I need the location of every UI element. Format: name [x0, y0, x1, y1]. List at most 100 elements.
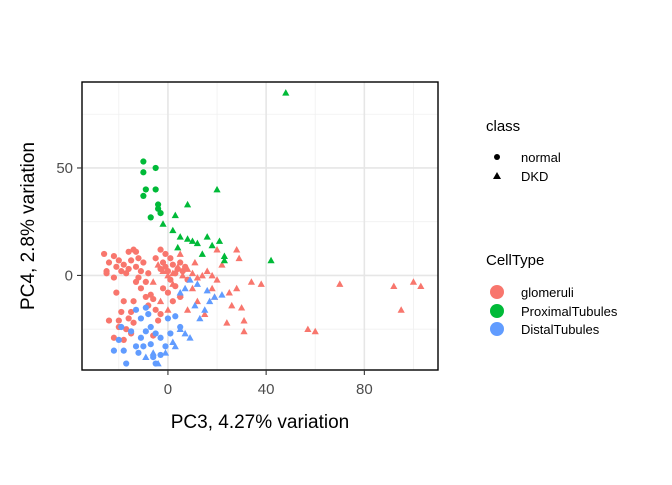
legend-normal-label: normal: [521, 150, 561, 165]
point-glomeruli-normal: [155, 317, 162, 324]
point-proximaltubules-dkd: [193, 239, 201, 247]
point-glomeruli-normal: [137, 268, 145, 275]
point-glomeruli-normal: [123, 326, 130, 333]
y-axis-title: PC4, 2.8% variation: [18, 142, 39, 310]
point-glomeruli-dkd: [154, 261, 162, 268]
point-distaltubules-normal: [147, 341, 154, 348]
point-glomeruli-normal: [142, 293, 149, 301]
point-glomeruli-normal: [137, 285, 145, 292]
point-glomeruli-normal: [140, 259, 147, 266]
minor-gridlines: [82, 82, 438, 370]
point-glomeruli-dkd: [257, 280, 265, 287]
point-glomeruli-dkd: [188, 284, 197, 292]
point-distaltubules-dkd: [142, 353, 150, 360]
point-glomeruli-normal: [159, 285, 167, 292]
point-distaltubules-dkd: [186, 334, 194, 341]
point-distaltubules-normal: [167, 330, 174, 337]
point-proximaltubules-dkd: [159, 220, 167, 227]
point-glomeruli-normal: [132, 278, 140, 285]
point-glomeruli-normal: [130, 319, 137, 326]
point-glomeruli-dkd: [213, 276, 221, 283]
point-glomeruli-dkd: [191, 258, 199, 266]
point-distaltubules-normal: [110, 347, 118, 354]
point-glomeruli-dkd: [193, 297, 201, 305]
legend-class: class normal DKD: [486, 118, 561, 184]
point-proximaltubules-dkd: [267, 256, 275, 264]
major-gridlines: [82, 82, 438, 370]
point-distaltubules-normal: [147, 323, 154, 331]
point-glomeruli-normal: [157, 246, 164, 253]
point-glomeruli-normal: [110, 334, 118, 341]
point-glomeruli-normal: [118, 308, 125, 316]
point-glomeruli-normal: [120, 336, 127, 344]
point-glomeruli-dkd: [240, 316, 248, 324]
point-glomeruli-normal: [169, 298, 176, 305]
point-glomeruli-dkd: [240, 327, 248, 335]
point-glomeruli-dkd: [218, 261, 226, 268]
x-tick-label: 80: [356, 381, 373, 398]
point-distaltubules-normal: [115, 336, 122, 344]
point-glomeruli-dkd: [201, 310, 209, 317]
point-distaltubules-normal: [172, 313, 179, 320]
point-glomeruli-dkd: [237, 304, 246, 311]
point-glomeruli-normal: [162, 250, 169, 258]
point-glomeruli-dkd: [169, 280, 177, 287]
point-distaltubules-dkd: [210, 293, 219, 300]
point-glomeruli-dkd: [208, 271, 216, 279]
point-proximaltubules-dkd: [213, 185, 221, 193]
legend-proximaltubules-label: ProximalTubules: [521, 304, 618, 319]
point-distaltubules-normal: [157, 351, 164, 359]
legend-glomeruli-symbol: [490, 285, 504, 299]
point-distaltubules-normal: [157, 334, 164, 341]
point-proximaltubules-dkd: [169, 226, 177, 234]
point-glomeruli-dkd: [208, 284, 216, 292]
point-glomeruli-dkd: [390, 282, 398, 290]
point-glomeruli-normal: [125, 265, 132, 273]
point-proximaltubules-normal: [155, 201, 162, 208]
point-distaltubules-normal: [123, 360, 130, 367]
point-glomeruli-normal: [164, 289, 172, 296]
point-glomeruli-dkd: [174, 263, 182, 270]
panel-border: [82, 82, 438, 370]
point-distaltubules-normal: [120, 347, 127, 354]
point-proximaltubules-dkd: [188, 237, 197, 244]
point-proximaltubules-normal: [157, 210, 164, 217]
point-glomeruli-normal: [115, 317, 122, 324]
point-glomeruli-dkd: [159, 267, 167, 275]
point-proximaltubules-dkd: [171, 211, 179, 219]
point-distaltubules-normal: [164, 315, 172, 322]
point-distaltubules-dkd: [186, 276, 194, 283]
legend-glomeruli-label: glomeruli: [521, 285, 574, 300]
point-distaltubules-normal: [142, 328, 149, 335]
point-glomeruli-dkd: [233, 246, 241, 253]
y-tick-label: 0: [65, 267, 73, 284]
point-distaltubules-normal: [128, 328, 135, 335]
point-distaltubules-dkd: [196, 314, 204, 322]
legend-distaltubules-label: DistalTubules: [521, 322, 600, 337]
point-glomeruli-normal: [152, 306, 159, 313]
point-proximaltubules-normal: [152, 164, 159, 172]
point-distaltubules-normal: [142, 304, 149, 311]
point-glomeruli-dkd: [193, 273, 201, 281]
point-proximaltubules-dkd: [176, 233, 184, 240]
point-distaltubules-dkd: [149, 349, 157, 356]
point-distaltubules-normal: [137, 315, 145, 322]
point-glomeruli-dkd: [188, 269, 197, 277]
point-glomeruli-normal: [103, 268, 110, 275]
point-glomeruli-dkd: [213, 246, 221, 253]
point-distaltubules-dkd: [218, 291, 226, 298]
point-glomeruli-normal: [167, 255, 174, 262]
point-glomeruli-dkd: [304, 325, 312, 333]
point-distaltubules-normal: [137, 334, 145, 341]
point-glomeruli-normal: [128, 308, 135, 316]
point-glomeruli-normal: [145, 270, 152, 277]
legend-normal-symbol: [494, 154, 500, 160]
point-glomeruli-normal: [120, 261, 127, 268]
point-proximaltubules-normal: [140, 158, 147, 165]
point-glomeruli-dkd: [183, 306, 192, 313]
point-glomeruli-normal: [132, 263, 140, 270]
point-glomeruli-normal: [177, 259, 184, 266]
point-distaltubules-dkd: [193, 280, 201, 287]
legend-dkd-symbol: [493, 172, 501, 179]
